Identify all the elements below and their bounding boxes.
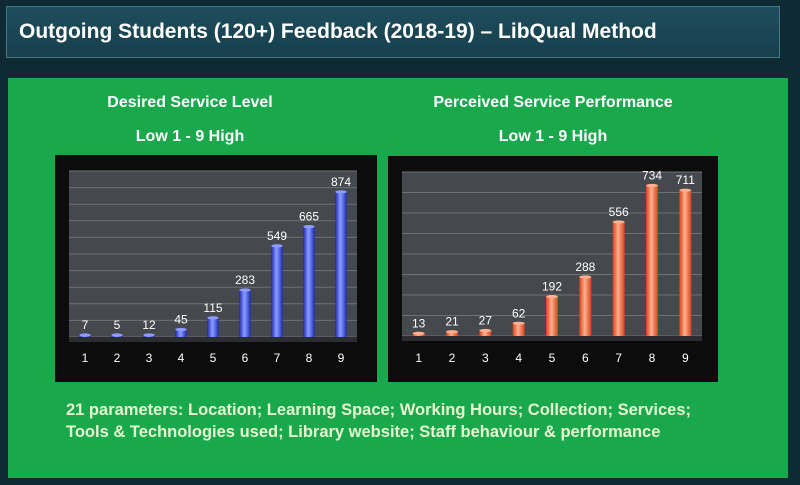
bar-top-3 xyxy=(479,328,492,333)
x-tick-6: 6 xyxy=(242,351,249,365)
data-label-7: 549 xyxy=(267,229,287,243)
bar-8 xyxy=(646,185,658,336)
x-tick-4: 4 xyxy=(515,351,522,365)
bar-9 xyxy=(335,191,347,337)
bar-5 xyxy=(546,296,558,336)
bar-top-6 xyxy=(579,275,592,279)
data-label-6: 283 xyxy=(235,273,255,287)
bar-top-7 xyxy=(612,220,625,224)
data-label-9: 711 xyxy=(676,173,695,187)
x-tick-5: 5 xyxy=(210,351,217,365)
bar-top-2 xyxy=(111,333,123,337)
data-label-1: 13 xyxy=(412,316,426,330)
perceived-service-chart-svg: 13 1 21 2 27 3 62 4 192 5 288 6 556 7 734 8 711 9 xyxy=(402,169,702,365)
data-label-3: 27 xyxy=(479,313,493,327)
bar-top-5 xyxy=(546,295,558,299)
data-label-2: 21 xyxy=(445,315,459,329)
bar-top-5 xyxy=(207,316,219,320)
x-tick-7: 7 xyxy=(615,351,622,365)
x-tick-2: 2 xyxy=(114,351,121,365)
bar-top-1 xyxy=(79,333,91,337)
bar-top-8 xyxy=(303,225,315,229)
x-tick-6: 6 xyxy=(582,351,589,365)
footer-line-1: 21 parameters: Location; Learning Space;… xyxy=(66,401,692,419)
plot-floor xyxy=(402,336,702,341)
data-label-8: 734 xyxy=(642,169,662,183)
data-label-1: 7 xyxy=(82,318,89,332)
desired-chart-scale: Low 1 - 9 High xyxy=(135,128,245,145)
data-label-4: 62 xyxy=(512,306,526,320)
perceived-chart-scale: Low 1 - 9 High xyxy=(498,128,608,145)
data-label-9: 874 xyxy=(331,175,351,189)
bar-top-1 xyxy=(412,331,425,335)
x-tick-5: 5 xyxy=(549,351,556,365)
data-label-3: 12 xyxy=(142,318,156,332)
footer-line-2: Tools & Technologies used; Library websi… xyxy=(66,423,661,441)
title-bar: Outgoing Students (120+) Feedback (2018-… xyxy=(6,6,780,58)
x-tick-1: 1 xyxy=(82,351,89,365)
bar-top-9 xyxy=(335,190,347,194)
bar-top-7 xyxy=(271,244,283,248)
bar-top-3 xyxy=(143,333,155,337)
bar-top-8 xyxy=(646,183,658,188)
x-tick-4: 4 xyxy=(178,351,185,365)
bar-top-6 xyxy=(239,288,251,292)
bar-5 xyxy=(207,317,219,337)
desired-service-chart: 7 1 5 2 12 3 45 4 115 5 283 6 549 7 665 8 874 9 xyxy=(55,155,377,382)
bar-top-4 xyxy=(175,327,187,332)
x-tick-2: 2 xyxy=(449,351,456,365)
plot-floor xyxy=(69,337,357,342)
x-tick-8: 8 xyxy=(649,351,656,365)
page-title: Outgoing Students (120+) Feedback (2018-… xyxy=(19,20,657,43)
data-label-8: 665 xyxy=(299,210,319,224)
data-label-2: 5 xyxy=(114,318,121,332)
perceived-chart-title: Perceived Service Performance xyxy=(433,94,673,111)
x-tick-3: 3 xyxy=(146,351,153,365)
x-tick-9: 9 xyxy=(682,351,689,365)
x-tick-1: 1 xyxy=(415,351,422,365)
bar-3 xyxy=(479,330,492,336)
desired-chart-title: Desired Service Level xyxy=(107,94,273,111)
bar-top-9 xyxy=(679,188,692,192)
bar-8 xyxy=(303,226,315,337)
bar-4 xyxy=(175,329,187,337)
desired-service-chart-svg: 7 1 5 2 12 3 45 4 115 5 283 6 549 7 665 8 874 9 xyxy=(69,170,357,365)
data-label-6: 288 xyxy=(575,260,595,274)
data-label-5: 192 xyxy=(542,280,562,294)
data-label-4: 45 xyxy=(174,313,188,327)
x-tick-7: 7 xyxy=(274,351,281,365)
bar-7 xyxy=(271,245,283,337)
bar-2 xyxy=(446,331,458,336)
perceived-service-chart: 13 1 21 2 27 3 62 4 192 5 288 6 556 7 734 8 711 9 xyxy=(388,156,718,382)
bar-top-2 xyxy=(446,330,458,334)
x-tick-9: 9 xyxy=(338,351,345,365)
bar-7 xyxy=(612,222,625,336)
data-label-5: 115 xyxy=(203,301,222,315)
bar-9 xyxy=(679,190,692,336)
bar-6 xyxy=(239,290,251,337)
bar-top-4 xyxy=(512,321,525,325)
x-tick-3: 3 xyxy=(482,351,489,365)
x-tick-8: 8 xyxy=(306,351,313,365)
bar-6 xyxy=(579,276,592,336)
data-label-7: 556 xyxy=(609,205,629,219)
bar-4 xyxy=(512,323,525,336)
